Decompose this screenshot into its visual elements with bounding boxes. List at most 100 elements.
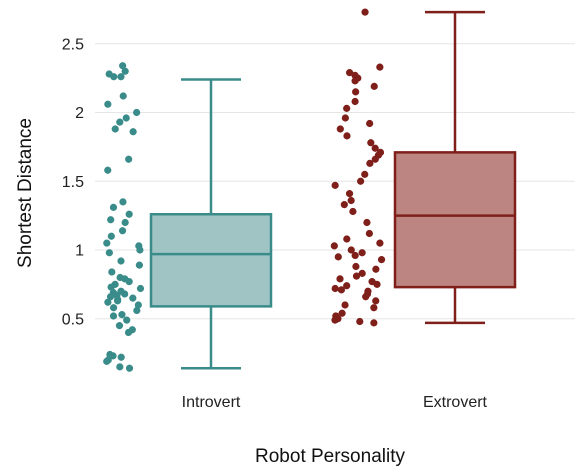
data-point	[347, 246, 355, 254]
data-point	[366, 119, 374, 128]
box-extrovert	[393, 10, 517, 325]
y-axis-title: Shortest Distance	[15, 118, 36, 268]
data-point	[119, 198, 127, 206]
data-point	[371, 155, 379, 163]
data-point	[124, 328, 133, 337]
data-point	[349, 207, 357, 216]
data-point	[117, 353, 125, 361]
data-point	[352, 88, 360, 96]
data-point	[372, 297, 380, 305]
data-point	[109, 312, 118, 320]
data-point	[363, 218, 371, 227]
data-point	[341, 301, 349, 309]
data-point	[109, 352, 117, 360]
data-point	[357, 177, 365, 185]
y-axis-ticks: 0.5 1 1.5 2 2.5	[62, 36, 84, 328]
data-point	[370, 82, 378, 90]
data-point	[351, 251, 359, 260]
data-point	[345, 69, 354, 77]
data-point	[370, 319, 378, 327]
data-point	[104, 100, 112, 108]
data-point	[345, 190, 354, 198]
data-point	[372, 265, 380, 273]
data-point	[110, 73, 118, 81]
data-point	[117, 73, 125, 81]
box-iqr	[393, 151, 517, 289]
data-point	[121, 290, 129, 298]
data-point	[125, 210, 133, 218]
data-point	[376, 63, 384, 71]
data-point	[361, 8, 369, 16]
data-point	[331, 181, 339, 189]
data-point	[103, 357, 111, 365]
data-point	[134, 301, 142, 309]
data-point	[116, 118, 124, 126]
data-point	[133, 306, 141, 315]
data-point	[331, 284, 339, 293]
data-point	[341, 114, 349, 122]
x-tick-label-extrovert: Extrovert	[423, 394, 488, 411]
data-point	[356, 317, 364, 326]
data-point	[352, 262, 360, 271]
data-point	[331, 316, 339, 324]
data-point	[114, 297, 122, 305]
x-tick-label-introvert: Introvert	[182, 394, 241, 411]
data-point	[338, 309, 346, 317]
data-point	[111, 125, 119, 133]
data-point	[334, 253, 342, 261]
data-point	[362, 293, 370, 301]
data-point	[343, 282, 351, 290]
data-point	[121, 67, 129, 75]
y-tick-label: 1	[75, 243, 84, 260]
data-point	[336, 275, 344, 283]
data-point	[107, 232, 115, 240]
data-point	[116, 363, 124, 371]
data-point	[129, 294, 137, 302]
data-point	[125, 155, 133, 163]
data-point	[109, 203, 118, 211]
data-point	[118, 227, 127, 235]
data-point	[365, 229, 373, 238]
data-point	[123, 316, 131, 324]
data-point	[367, 139, 375, 147]
y-tick-label: 1.5	[62, 174, 84, 191]
data-point	[108, 268, 116, 276]
data-point	[107, 216, 115, 224]
x-axis-title: Robot Personality	[255, 446, 405, 466]
boxes	[149, 10, 517, 370]
data-point	[373, 280, 381, 288]
data-point	[109, 304, 118, 312]
data-point	[133, 108, 141, 117]
data-point	[122, 114, 130, 122]
data-point	[343, 132, 351, 140]
box-iqr	[149, 213, 273, 308]
data-point	[351, 77, 359, 85]
data-point	[336, 125, 344, 133]
data-point	[358, 269, 366, 277]
data-point	[104, 298, 112, 306]
data-point	[376, 239, 384, 247]
data-point	[105, 249, 113, 257]
data-point	[103, 239, 111, 247]
box-introvert	[149, 78, 273, 370]
data-point	[340, 201, 348, 209]
y-tick-label: 2.5	[62, 36, 84, 53]
data-point	[136, 284, 145, 293]
data-point	[119, 92, 127, 100]
data-point	[106, 293, 115, 301]
data-point	[125, 278, 133, 286]
data-point	[371, 144, 379, 152]
data-point	[377, 256, 386, 264]
data-point	[352, 272, 361, 280]
data-point	[366, 159, 374, 167]
data-point	[358, 249, 366, 257]
data-point	[351, 97, 359, 106]
y-tick-label: 2	[75, 105, 84, 122]
data-point	[104, 166, 112, 174]
data-point	[115, 322, 124, 330]
data-point	[330, 242, 338, 250]
data-point	[361, 170, 369, 178]
data-point	[119, 62, 127, 70]
data-point	[343, 104, 351, 112]
